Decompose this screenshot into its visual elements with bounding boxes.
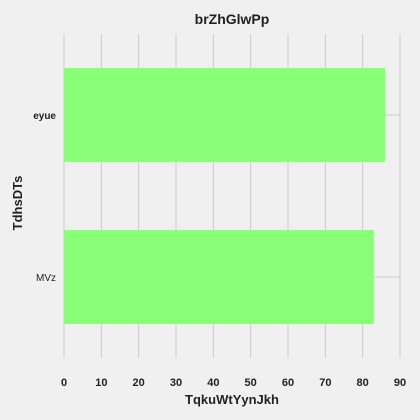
x-tick-label: 40: [207, 377, 219, 389]
x-tick-label: 10: [95, 377, 107, 389]
category-labels: eyue MVz: [33, 111, 56, 284]
x-tick-label: 30: [170, 377, 182, 389]
x-tick-label: 0: [61, 377, 67, 389]
bar: [64, 230, 374, 324]
x-axis-label: TqkuWtYynJkh: [185, 392, 279, 407]
x-tick-label: 60: [282, 377, 294, 389]
y-axis-label: TdhsDTs: [10, 176, 25, 231]
x-tick-label: 90: [394, 377, 406, 389]
y-category-label: eyue: [33, 111, 56, 122]
x-tick-label: 50: [245, 377, 257, 389]
x-tick-label: 80: [357, 377, 369, 389]
bar-layer: [64, 68, 386, 324]
bar: [64, 68, 386, 162]
chart-title: brZhGlwPp: [195, 11, 270, 27]
x-tick-labels: 0 10 20 30 40 50 60 70 80 90: [61, 377, 406, 389]
x-tick-label: 20: [133, 377, 145, 389]
x-tick-label: 70: [319, 377, 331, 389]
y-category-label: MVz: [36, 273, 56, 284]
